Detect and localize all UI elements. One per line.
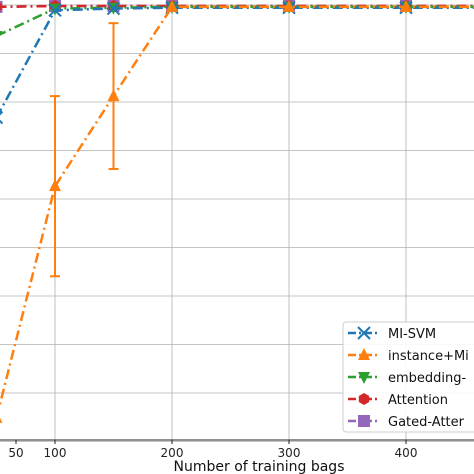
x-tick-label: 400 [395,446,418,460]
data-point [49,179,61,192]
x-tick-label: 50 [8,446,23,460]
data-point-stroke [48,3,62,17]
data-point [106,1,121,16]
data-point [400,0,412,12]
data-point [0,2,2,11]
legend-marker-stroke [357,326,371,340]
data-point [0,110,4,125]
data-point-stroke [0,119,4,125]
legend-entry: instance+Mi [348,348,469,364]
data-point-stroke [0,110,4,116]
data-point [166,0,178,12]
x-tick-label: 200 [161,446,184,460]
legend-entry: Attention [348,393,448,408]
legend-marker [358,372,370,384]
x-axis-label: Number of training bags [174,459,345,474]
series-mi-svm [0,1,474,125]
legend-marker [358,348,370,360]
legend-entry: embedding- [348,371,467,386]
data-point [0,417,3,423]
data-point [283,0,295,12]
data-point [0,31,3,37]
data-point [48,3,62,17]
legend-marker [358,393,370,405]
data-point-stroke [106,1,121,16]
legend-frame [342,321,474,433]
legend-label: Gated-Atter [388,415,465,430]
x-tick-label: 300 [278,446,301,460]
legend-entry: Gated-Atter [348,415,465,430]
series-line [0,6,474,114]
series-instance-mi [0,0,474,423]
x-tick-label: 100 [44,446,67,460]
data-point [107,89,120,102]
legend-label: embedding- [388,371,467,386]
legend-label: instance+Mi [388,349,469,364]
legend-label: Attention [388,393,448,408]
x-ticks: 50 100 200 300 400 [8,440,417,460]
legend-entry: MI-SVM [348,326,436,342]
legend-marker [357,326,371,340]
series-layer [0,0,474,423]
legend: MI-SVM instance+Mi embedding- Attention Gate… [342,321,474,433]
legend-label: MI-SVM [388,327,436,342]
legend-marker [358,415,370,427]
